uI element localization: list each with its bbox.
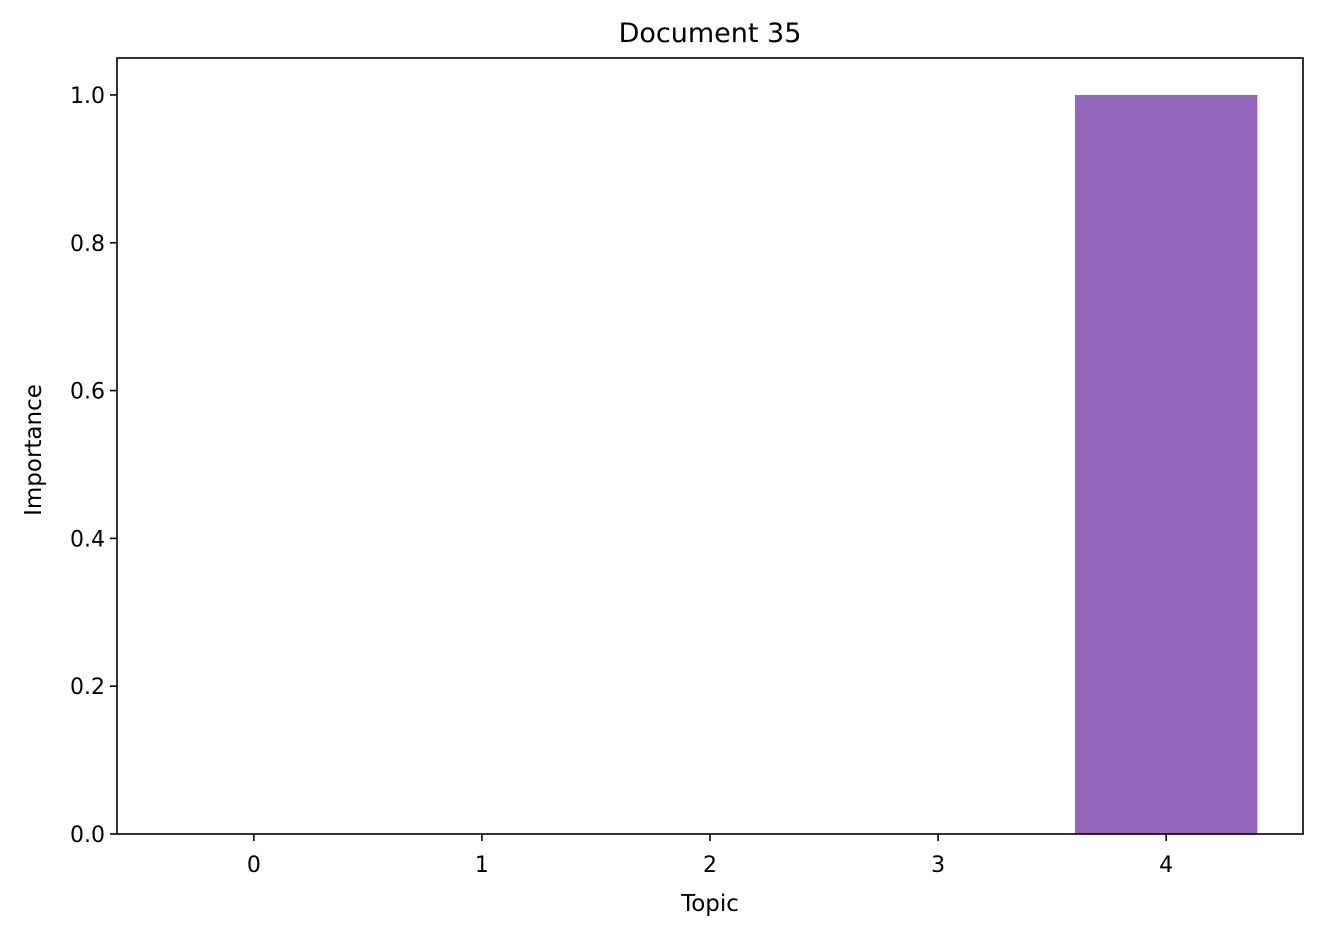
- x-tick-label: 2: [703, 853, 717, 878]
- x-axis-ticks: 0 1 2 3 4: [247, 834, 1173, 878]
- bar-topic-4: [1074, 94, 1258, 834]
- y-axis-ticks: 0.0 0.2 0.4 0.6 0.8 1.0: [70, 84, 117, 848]
- x-tick-label: 3: [931, 853, 945, 878]
- y-tick-label: 0.2: [70, 675, 105, 700]
- x-tick-label: 4: [1159, 853, 1173, 878]
- chart-title: Document 35: [619, 18, 802, 49]
- x-tick-label: 1: [475, 853, 489, 878]
- bars-group: [1074, 94, 1258, 834]
- plot-frame: [116, 57, 1304, 835]
- x-tick-label: 0: [247, 853, 261, 878]
- y-tick-label: 1.0: [70, 84, 105, 109]
- y-tick-label: 0.8: [70, 232, 105, 257]
- y-axis-label: Importance: [21, 384, 47, 516]
- x-axis-label: Topic: [680, 891, 739, 917]
- y-tick-label: 0.0: [70, 823, 105, 848]
- y-tick-label: 0.4: [70, 527, 105, 552]
- y-tick-label: 0.6: [70, 380, 105, 405]
